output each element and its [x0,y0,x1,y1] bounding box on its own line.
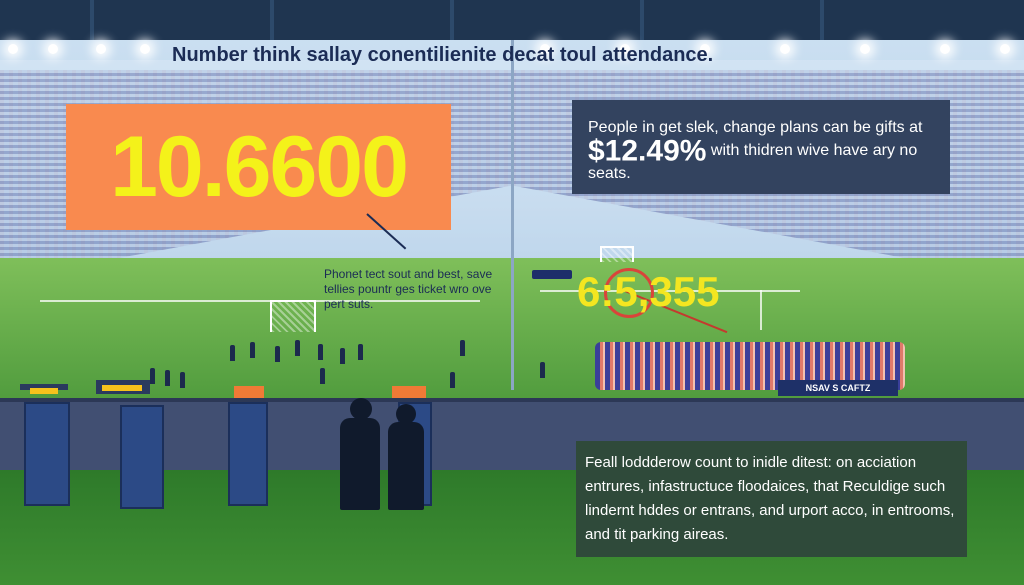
price-info-outro: with thidren wive have ary no seats. [588,142,918,183]
spectator-figure [320,368,325,384]
spectator-figure [250,342,255,358]
highlight-circle [604,268,654,318]
gate-light [392,386,426,398]
turnstile-gate [120,405,164,509]
field-stat-value: 6:5,355 [577,268,720,315]
big-stat-panel [66,104,451,230]
pitch-line [40,300,480,302]
floodlight [860,44,870,54]
pitch-line [760,290,762,330]
info-panel-bottom: Feall loddderow count to inidle ditest: … [576,441,967,557]
floodlight [780,44,790,54]
info-panel-text: Feall loddderow count to inidle ditest: … [585,454,955,543]
spectator-figure [165,370,170,386]
floodlight [940,44,950,54]
gate-sign [20,384,68,390]
big-stat-note: Phonet tect sout and best, save tellies … [324,267,493,311]
spectator-figure [180,372,185,388]
floodlight [8,44,18,54]
price-amount: $12.49% [588,134,707,168]
gate-light [102,385,142,391]
goal-net-left [270,300,316,332]
roof-beam [270,0,274,40]
spectator-figure [540,362,545,378]
person-silhouette [388,422,424,510]
stadium-roof [0,0,1024,40]
stadium-sign: NSAV S CAFTZ [778,380,898,396]
spectator-figure [460,340,465,356]
floodlight [140,44,150,54]
spectator-figure [358,344,363,360]
gate-light [234,386,264,398]
spectator-figure [450,372,455,388]
panel-divider [511,40,514,390]
gate-light [30,388,58,394]
person-silhouette [340,418,380,510]
turnstile-gate [24,402,70,506]
spectator-figure [150,368,155,384]
spectator-figure [275,346,280,362]
person-silhouette-head [396,404,416,424]
price-info-panel: People in get slek, change plans can be … [572,100,950,194]
spectator-figure [295,340,300,356]
floodlight [1000,44,1010,54]
floodlight [540,44,550,54]
person-silhouette-head [350,398,372,420]
floodlight [96,44,106,54]
roof-beam [640,0,644,40]
goal-net-right [600,246,634,262]
spectator-figure [340,348,345,364]
floodlight [620,44,630,54]
roof-beam [820,0,824,40]
spectator-figure [230,345,235,361]
floodlight [48,44,58,54]
spectator-figure [318,344,323,360]
page-title: Number think sallay conentilienite decat… [172,44,714,66]
price-info-intro: People in get slek, change plans can be … [588,119,923,136]
price-info-text: People in get slek, change plans can be … [588,116,938,185]
floodlight [700,44,710,54]
turnstile-gate [228,402,268,506]
pitch-line [540,290,800,292]
roof-beam [450,0,454,40]
big-stat-value: 10.6600 [110,118,409,215]
roof-beam [90,0,94,40]
field-banner [532,270,572,279]
